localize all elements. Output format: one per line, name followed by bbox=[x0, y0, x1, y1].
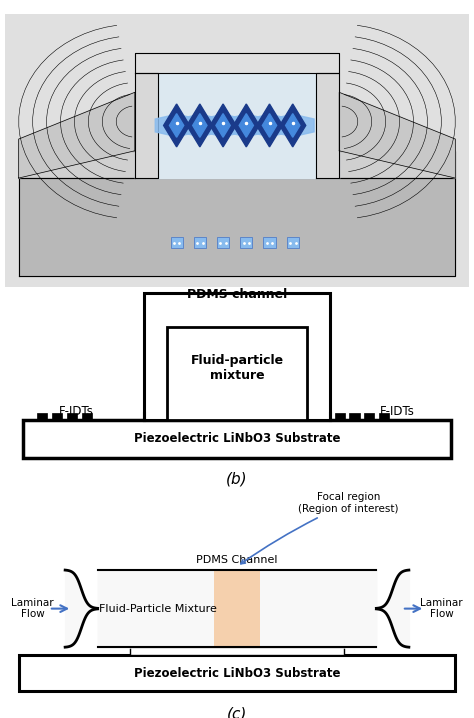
Text: (b): (b) bbox=[226, 472, 248, 486]
Text: Laminar
Flow: Laminar Flow bbox=[420, 598, 463, 620]
Polygon shape bbox=[248, 115, 268, 136]
Polygon shape bbox=[225, 115, 244, 136]
Polygon shape bbox=[170, 113, 184, 137]
Polygon shape bbox=[164, 104, 190, 147]
Bar bbox=[365, 413, 374, 420]
Bar bbox=[240, 238, 252, 248]
Text: (c): (c) bbox=[227, 707, 247, 718]
Polygon shape bbox=[272, 115, 291, 136]
Polygon shape bbox=[18, 151, 456, 178]
Bar bbox=[349, 413, 360, 420]
Polygon shape bbox=[272, 115, 291, 136]
Polygon shape bbox=[210, 104, 236, 147]
Bar bbox=[287, 238, 299, 248]
Polygon shape bbox=[155, 115, 174, 136]
Polygon shape bbox=[202, 115, 221, 136]
Text: Piezoelectric LiNbO3 Substrate: Piezoelectric LiNbO3 Substrate bbox=[134, 666, 340, 680]
Polygon shape bbox=[135, 73, 158, 178]
Text: Fluid-Particle Mixture: Fluid-Particle Mixture bbox=[99, 604, 217, 614]
Bar bbox=[167, 327, 307, 420]
Bar bbox=[335, 413, 345, 420]
Text: Focal region
(Region of interest): Focal region (Region of interest) bbox=[241, 493, 399, 564]
Bar bbox=[130, 648, 344, 655]
Polygon shape bbox=[280, 104, 306, 147]
Polygon shape bbox=[233, 104, 259, 147]
Text: Piezoelectric LiNbO3 Substrate: Piezoelectric LiNbO3 Substrate bbox=[134, 432, 340, 445]
Text: Fluid-particle
mixture: Fluid-particle mixture bbox=[191, 354, 283, 382]
Polygon shape bbox=[239, 113, 254, 137]
Bar bbox=[171, 238, 182, 248]
Text: F-IDTs: F-IDTs bbox=[380, 405, 415, 418]
Text: F-IDTs: F-IDTs bbox=[59, 405, 94, 418]
Bar bbox=[264, 238, 275, 248]
Polygon shape bbox=[18, 178, 456, 276]
Polygon shape bbox=[202, 115, 221, 136]
Polygon shape bbox=[248, 115, 267, 136]
Bar bbox=[214, 570, 260, 648]
Polygon shape bbox=[339, 93, 456, 178]
Bar bbox=[37, 413, 47, 420]
Text: PDMS Channel: PDMS Channel bbox=[196, 555, 278, 565]
Bar bbox=[217, 238, 229, 248]
Polygon shape bbox=[158, 73, 316, 178]
Polygon shape bbox=[216, 113, 230, 137]
Polygon shape bbox=[226, 115, 245, 136]
Bar bbox=[18, 655, 456, 691]
Polygon shape bbox=[5, 14, 469, 287]
Polygon shape bbox=[256, 104, 283, 147]
Bar bbox=[82, 413, 92, 420]
Text: (a): (a) bbox=[226, 301, 248, 316]
Polygon shape bbox=[316, 73, 339, 178]
Polygon shape bbox=[135, 53, 339, 73]
Text: Laminar
Flow: Laminar Flow bbox=[11, 598, 54, 620]
Polygon shape bbox=[193, 113, 207, 137]
Polygon shape bbox=[295, 115, 314, 136]
Bar bbox=[194, 238, 206, 248]
Polygon shape bbox=[263, 113, 277, 137]
Text: PDMS channel: PDMS channel bbox=[187, 289, 287, 302]
Polygon shape bbox=[179, 115, 198, 136]
Bar bbox=[379, 413, 389, 420]
Polygon shape bbox=[187, 104, 213, 147]
Bar bbox=[52, 413, 63, 420]
Bar bbox=[67, 413, 77, 420]
Polygon shape bbox=[179, 115, 198, 136]
Bar bbox=[144, 294, 330, 420]
Polygon shape bbox=[18, 93, 135, 178]
Bar bbox=[23, 420, 451, 458]
Polygon shape bbox=[135, 151, 339, 178]
Polygon shape bbox=[286, 113, 300, 137]
